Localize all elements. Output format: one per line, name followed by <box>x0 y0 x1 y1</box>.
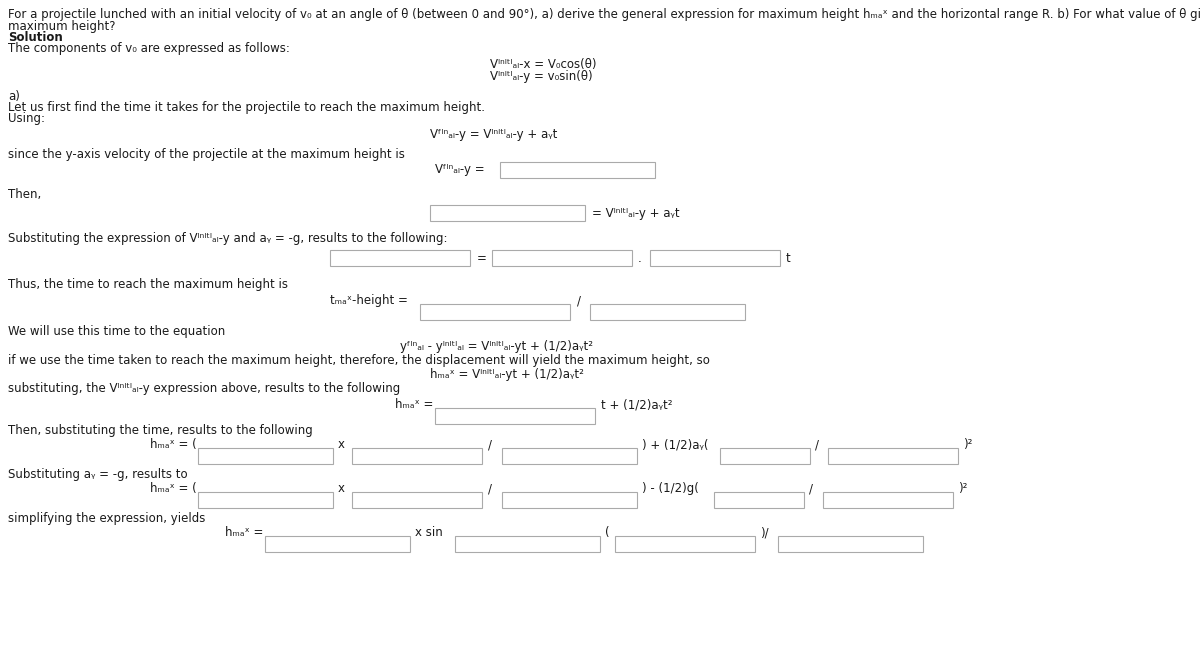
Text: Vᴵⁿᴵᵗᴵₐₗ-y = v₀sin(θ): Vᴵⁿᴵᵗᴵₐₗ-y = v₀sin(θ) <box>490 70 593 83</box>
Text: hₘₐˣ = (: hₘₐˣ = ( <box>150 438 197 451</box>
Text: /: / <box>809 482 814 495</box>
Text: substituting, the Vᴵⁿᴵᵗᴵₐₗ-y expression above, results to the following: substituting, the Vᴵⁿᴵᵗᴵₐₗ-y expression … <box>8 382 401 395</box>
Text: /: / <box>815 438 818 451</box>
Text: Using:: Using: <box>8 112 46 125</box>
Text: x: x <box>338 482 346 495</box>
FancyBboxPatch shape <box>616 536 755 552</box>
Text: =: = <box>478 252 487 265</box>
FancyBboxPatch shape <box>352 492 482 508</box>
Text: )²: )² <box>964 438 972 451</box>
Text: (: ( <box>605 526 610 539</box>
Text: tₘₐˣ-height =: tₘₐˣ-height = <box>330 294 408 307</box>
Text: if we use the time taken to reach the maximum height, therefore, the displacemen: if we use the time taken to reach the ma… <box>8 354 710 367</box>
FancyBboxPatch shape <box>198 448 334 464</box>
Text: ) + (1/2)aᵧ(: ) + (1/2)aᵧ( <box>642 438 708 451</box>
Text: Then,: Then, <box>8 188 41 201</box>
Text: For a projectile lunched with an initial velocity of v₀ at an angle of θ (betwee: For a projectile lunched with an initial… <box>8 8 1200 21</box>
Text: t: t <box>786 252 791 265</box>
FancyBboxPatch shape <box>430 205 586 221</box>
Text: )/: )/ <box>760 526 769 539</box>
Text: hₘₐˣ =: hₘₐˣ = <box>226 526 263 539</box>
FancyBboxPatch shape <box>436 408 595 424</box>
FancyBboxPatch shape <box>720 448 810 464</box>
Text: a): a) <box>8 90 20 103</box>
Text: The components of v₀ are expressed as follows:: The components of v₀ are expressed as fo… <box>8 42 290 55</box>
FancyBboxPatch shape <box>502 492 637 508</box>
Text: .: . <box>638 252 642 265</box>
Text: Substituting the expression of Vᴵⁿᴵᵗᴵₐₗ-y and aᵧ = -g, results to the following:: Substituting the expression of Vᴵⁿᴵᵗᴵₐₗ-… <box>8 232 448 245</box>
Text: Let us first find the time it takes for the projectile to reach the maximum heig: Let us first find the time it takes for … <box>8 101 485 114</box>
FancyBboxPatch shape <box>650 250 780 266</box>
Text: Substituting aᵧ = -g, results to: Substituting aᵧ = -g, results to <box>8 468 187 481</box>
FancyBboxPatch shape <box>502 448 637 464</box>
FancyBboxPatch shape <box>198 492 334 508</box>
FancyBboxPatch shape <box>590 304 745 320</box>
Text: Vᶠᴵⁿₐₗ-y =: Vᶠᴵⁿₐₗ-y = <box>436 163 485 176</box>
FancyBboxPatch shape <box>352 448 482 464</box>
FancyBboxPatch shape <box>823 492 953 508</box>
Text: x sin: x sin <box>415 526 443 539</box>
FancyBboxPatch shape <box>714 492 804 508</box>
FancyBboxPatch shape <box>265 536 410 552</box>
FancyBboxPatch shape <box>778 536 923 552</box>
FancyBboxPatch shape <box>420 304 570 320</box>
Text: /: / <box>577 294 581 307</box>
Text: x: x <box>338 438 346 451</box>
FancyBboxPatch shape <box>828 448 958 464</box>
Text: simplifying the expression, yields: simplifying the expression, yields <box>8 512 205 525</box>
Text: /: / <box>488 438 492 451</box>
FancyBboxPatch shape <box>492 250 632 266</box>
FancyBboxPatch shape <box>455 536 600 552</box>
Text: Then, substituting the time, results to the following: Then, substituting the time, results to … <box>8 424 313 437</box>
Text: hₘₐˣ =: hₘₐˣ = <box>395 398 433 411</box>
Text: Solution: Solution <box>8 31 62 44</box>
Text: ) - (1/2)g(: ) - (1/2)g( <box>642 482 698 495</box>
Text: )²: )² <box>958 482 967 495</box>
FancyBboxPatch shape <box>330 250 470 266</box>
Text: since the y-axis velocity of the projectile at the maximum height is: since the y-axis velocity of the project… <box>8 148 404 161</box>
FancyBboxPatch shape <box>500 162 655 178</box>
Text: /: / <box>488 482 492 495</box>
Text: Vᴵⁿᴵᵗᴵₐₗ-x = V₀cos(θ): Vᴵⁿᴵᵗᴵₐₗ-x = V₀cos(θ) <box>490 58 596 71</box>
Text: = Vᴵⁿᴵᵗᴵₐₗ-y + aᵧt: = Vᴵⁿᴵᵗᴵₐₗ-y + aᵧt <box>592 207 679 220</box>
Text: yᶠᴵⁿₐₗ - yᴵⁿᴵᵗᴵₐₗ = Vᴵⁿᴵᵗᴵₐₗ-yt + (1/2)aᵧt²: yᶠᴵⁿₐₗ - yᴵⁿᴵᵗᴵₐₗ = Vᴵⁿᴵᵗᴵₐₗ-yt + (1/2)a… <box>400 340 593 353</box>
Text: t + (1/2)aᵧt²: t + (1/2)aᵧt² <box>601 398 672 411</box>
Text: Thus, the time to reach the maximum height is: Thus, the time to reach the maximum heig… <box>8 278 288 291</box>
Text: hₘₐˣ = (: hₘₐˣ = ( <box>150 482 197 495</box>
Text: maximum height?: maximum height? <box>8 20 115 33</box>
Text: Vᶠᴵⁿₐₗ-y = Vᴵⁿᴵᵗᴵₐₗ-y + aᵧt: Vᶠᴵⁿₐₗ-y = Vᴵⁿᴵᵗᴵₐₗ-y + aᵧt <box>430 128 557 141</box>
Text: hₘₐˣ = Vᴵⁿᴵᵗᴵₐₗ-yt + (1/2)aᵧt²: hₘₐˣ = Vᴵⁿᴵᵗᴵₐₗ-yt + (1/2)aᵧt² <box>430 368 584 381</box>
Text: We will use this time to the equation: We will use this time to the equation <box>8 325 226 338</box>
